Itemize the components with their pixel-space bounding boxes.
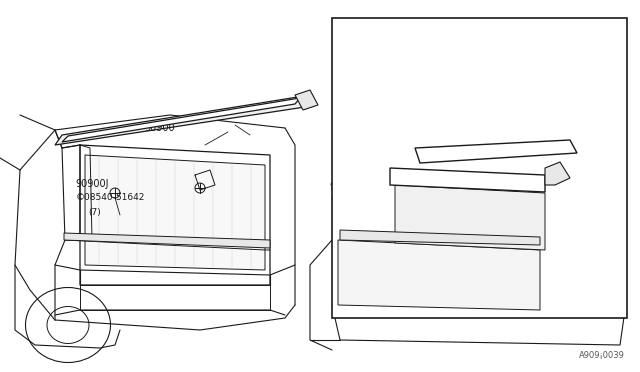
Text: (7): (7): [88, 208, 101, 217]
Polygon shape: [340, 230, 540, 245]
Text: 90900: 90900: [144, 123, 175, 133]
Text: 90900J: 90900J: [76, 179, 109, 189]
Text: ©08540-51642: ©08540-51642: [330, 195, 399, 204]
Ellipse shape: [47, 307, 89, 343]
Text: (4): (4): [474, 195, 486, 204]
Text: 90924: 90924: [429, 76, 460, 86]
Polygon shape: [85, 155, 265, 270]
Polygon shape: [295, 90, 318, 110]
Polygon shape: [545, 162, 570, 185]
Polygon shape: [55, 95, 310, 145]
Text: 90900: 90900: [368, 141, 399, 151]
Text: 90900J: 90900J: [330, 182, 363, 192]
Text: CAN: CAN: [339, 89, 358, 98]
Polygon shape: [415, 140, 577, 163]
Polygon shape: [338, 240, 540, 310]
Polygon shape: [390, 168, 545, 192]
Text: ©08540-51642: ©08540-51642: [461, 182, 530, 191]
Text: USA（SGL）: USA（SGL）: [339, 76, 386, 85]
Polygon shape: [62, 98, 300, 142]
Bar: [332, 18, 627, 318]
Text: (5): (5): [342, 210, 355, 219]
Polygon shape: [64, 233, 270, 248]
Text: A909¡0039: A909¡0039: [579, 351, 625, 360]
Polygon shape: [395, 185, 545, 250]
Ellipse shape: [26, 288, 111, 362]
Text: ©08540-51642: ©08540-51642: [76, 193, 145, 202]
